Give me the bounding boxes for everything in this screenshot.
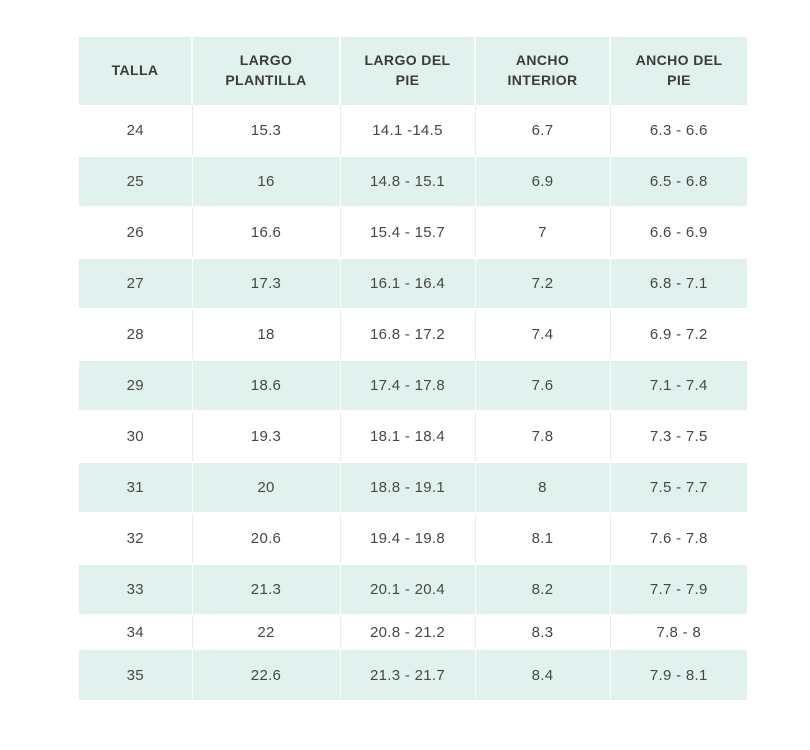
table-cell: 6.6 - 6.9 bbox=[609, 207, 747, 258]
table-cell: 6.5 - 6.8 bbox=[609, 156, 747, 207]
table-cell: 7.4 bbox=[474, 309, 610, 360]
column-header-ancho-del-pie: ANCHO DEL PIE bbox=[609, 37, 747, 105]
table-cell: 15.4 - 15.7 bbox=[339, 207, 475, 258]
table-cell: 7.5 - 7.7 bbox=[609, 462, 747, 513]
table-cell: 17.4 - 17.8 bbox=[339, 360, 475, 411]
table-cell: 20.6 bbox=[191, 513, 340, 564]
table-cell: 30 bbox=[126, 428, 144, 445]
table-body: 24 15.3 14.1 -14.5 6.7 6.3 - 6.6 25 16 14.8 - 1… bbox=[79, 105, 747, 701]
table-cell: 31 bbox=[126, 479, 144, 496]
table-cell: 18.8 - 19.1 bbox=[339, 462, 475, 513]
table-cell: 8.4 bbox=[474, 649, 610, 701]
table-row: 32 20.6 19.4 - 19.8 8.1 7.6 - 7.8 bbox=[79, 513, 747, 564]
table-cell: 22 bbox=[191, 615, 340, 649]
table-cell: 7.6 - 7.8 bbox=[609, 513, 747, 564]
table-cell: 7.9 - 8.1 bbox=[609, 649, 747, 701]
table-cell: 26 bbox=[126, 224, 144, 241]
table-cell: 18.6 bbox=[191, 360, 340, 411]
column-header-ancho-interior: ANCHO INTERIOR bbox=[474, 37, 610, 105]
table-cell: 14.8 - 15.1 bbox=[339, 156, 475, 207]
table-cell: 7.6 bbox=[474, 360, 610, 411]
table-cell: 16.1 - 16.4 bbox=[339, 258, 475, 309]
table-cell: 34 bbox=[126, 623, 144, 641]
table-cell: 6.8 - 7.1 bbox=[609, 258, 747, 309]
table-cell: 6.3 - 6.6 bbox=[609, 105, 747, 156]
table-cell: 8.1 bbox=[474, 513, 610, 564]
table-cell: 27 bbox=[126, 275, 144, 292]
column-header-largo-del-pie: LARGO DEL PIE bbox=[339, 37, 475, 105]
table-cell: 20.8 - 21.2 bbox=[339, 615, 475, 649]
table-cell: 14.1 -14.5 bbox=[339, 105, 475, 156]
table-cell: 6.9 - 7.2 bbox=[609, 309, 747, 360]
table-cell: 6.9 bbox=[474, 156, 610, 207]
table-cell: 7.3 - 7.5 bbox=[609, 411, 747, 462]
table-row: 26 16.6 15.4 - 15.7 7 6.6 - 6.9 bbox=[79, 207, 747, 258]
table-row: 34 22 20.8 - 21.2 8.3 7.8 - 8 bbox=[79, 615, 747, 649]
table-cell: 17.3 bbox=[191, 258, 340, 309]
table-header: TALLA LARGO PLANTILLA LARGO DEL PIE ANCH… bbox=[79, 37, 747, 105]
table-cell: 33 bbox=[126, 581, 144, 598]
table-row: 25 16 14.8 - 15.1 6.9 6.5 - 6.8 bbox=[79, 156, 747, 207]
table-cell: 7.8 - 8 bbox=[609, 615, 747, 649]
table-cell: 7.1 - 7.4 bbox=[609, 360, 747, 411]
table-cell: 16.6 bbox=[191, 207, 340, 258]
table-cell: 21.3 bbox=[191, 564, 340, 615]
table-cell: 7 bbox=[474, 207, 610, 258]
table-cell: 15.3 bbox=[191, 105, 340, 156]
table-row: 28 18 16.8 - 17.2 7.4 6.9 - 7.2 bbox=[79, 309, 747, 360]
table-header-row: TALLA LARGO PLANTILLA LARGO DEL PIE ANCH… bbox=[79, 37, 747, 105]
table-cell: 8.3 bbox=[474, 615, 610, 649]
table-cell: 6.7 bbox=[474, 105, 610, 156]
table-cell: 18 bbox=[191, 309, 340, 360]
table-cell: 8.2 bbox=[474, 564, 610, 615]
table-row: 29 18.6 17.4 - 17.8 7.6 7.1 - 7.4 bbox=[79, 360, 747, 411]
table-cell: 19.4 - 19.8 bbox=[339, 513, 475, 564]
table-cell: 8 bbox=[474, 462, 610, 513]
column-header-largo-plantilla: LARGO PLANTILLA bbox=[191, 37, 340, 105]
table-cell: 7.7 - 7.9 bbox=[609, 564, 747, 615]
table-cell: 20.1 - 20.4 bbox=[339, 564, 475, 615]
column-header-talla: TALLA bbox=[79, 37, 192, 105]
table-cell: 29 bbox=[126, 377, 144, 394]
table-cell: 22.6 bbox=[191, 649, 340, 701]
table-row: 31 20 18.8 - 19.1 8 7.5 - 7.7 bbox=[79, 462, 747, 513]
table-cell: 19.3 bbox=[191, 411, 340, 462]
table-row: 24 15.3 14.1 -14.5 6.7 6.3 - 6.6 bbox=[79, 105, 747, 156]
table-cell: 28 bbox=[126, 326, 144, 343]
table-cell: 16 bbox=[191, 156, 340, 207]
table-cell: 25 bbox=[126, 173, 144, 190]
table-cell: 7.2 bbox=[474, 258, 610, 309]
table-row: 30 19.3 18.1 - 18.4 7.8 7.3 - 7.5 bbox=[79, 411, 747, 462]
table-cell: 24 bbox=[126, 121, 144, 139]
table-cell: 32 bbox=[126, 530, 144, 547]
table-row: 33 21.3 20.1 - 20.4 8.2 7.7 - 7.9 bbox=[79, 564, 747, 615]
table-cell: 21.3 - 21.7 bbox=[339, 649, 475, 701]
table-cell: 35 bbox=[126, 666, 144, 684]
table-cell: 20 bbox=[191, 462, 340, 513]
table-cell: 7.8 bbox=[474, 411, 610, 462]
table-cell: 18.1 - 18.4 bbox=[339, 411, 475, 462]
size-chart-container: TALLA LARGO PLANTILLA LARGO DEL PIE ANCH… bbox=[79, 37, 747, 702]
size-chart-table: TALLA LARGO PLANTILLA LARGO DEL PIE ANCH… bbox=[79, 37, 747, 702]
table-row: 35 22.6 21.3 - 21.7 8.4 7.9 - 8.1 bbox=[79, 649, 747, 701]
table-row: 27 17.3 16.1 - 16.4 7.2 6.8 - 7.1 bbox=[79, 258, 747, 309]
table-cell: 16.8 - 17.2 bbox=[339, 309, 475, 360]
